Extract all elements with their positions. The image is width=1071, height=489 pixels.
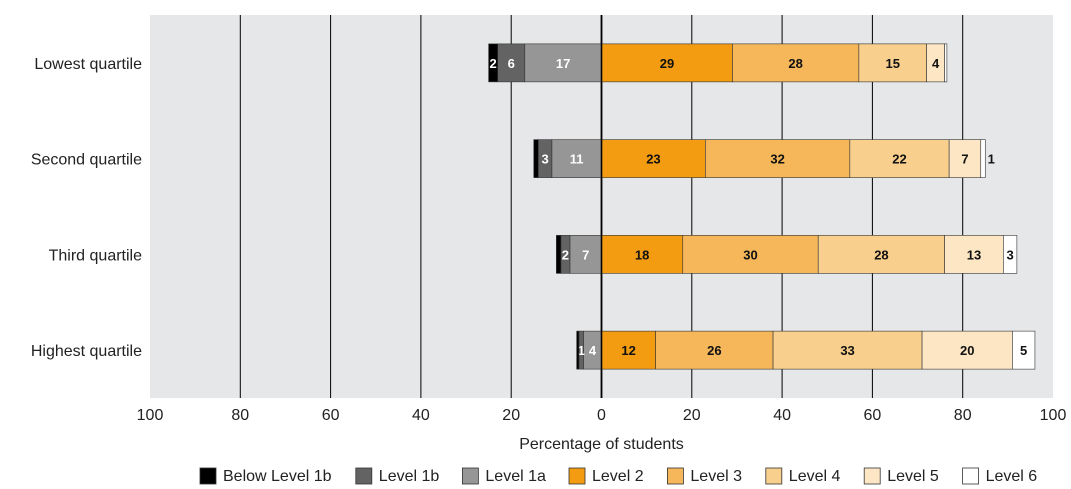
legend-label: Level 1b [379, 468, 440, 485]
data-label: 7 [961, 152, 968, 167]
bar-segment [556, 235, 562, 274]
legend-swatch [461, 467, 479, 485]
x-tick-label: 20 [683, 407, 701, 424]
legend-swatch [667, 467, 684, 485]
x-tick-label: 80 [954, 407, 972, 424]
bar-segment [569, 235, 602, 274]
data-label: 2 [562, 247, 569, 262]
data-label: 23 [646, 152, 660, 167]
data-label: 28 [788, 56, 802, 71]
x-axis-title: Percentage of students [519, 436, 684, 453]
legend-item: Below Level 1b [199, 467, 332, 485]
data-label: 32 [770, 152, 784, 167]
category-label: Highest quartile [31, 343, 142, 360]
bar-segment [601, 139, 706, 178]
bar-segment [980, 139, 986, 178]
data-label: 18 [635, 247, 649, 262]
data-label: 33 [840, 343, 854, 358]
data-label: 1 [578, 343, 585, 358]
legend-label: Below Level 1b [223, 468, 332, 485]
bar-segment [533, 139, 539, 178]
data-label: 4 [589, 343, 597, 358]
bar-segment [948, 139, 982, 178]
bar-segment [655, 330, 774, 370]
data-label: 3 [541, 152, 548, 167]
bar-segment [817, 235, 945, 274]
data-label: 28 [874, 247, 888, 262]
x-tick-label: 60 [322, 407, 340, 424]
x-tick-label: 40 [412, 407, 430, 424]
category-label: Lowest quartile [34, 56, 142, 73]
bar-segment [497, 43, 526, 83]
bar-segment [601, 43, 733, 83]
data-label: 7 [582, 247, 589, 262]
data-label: 6 [508, 56, 515, 71]
category-label: Third quartile [49, 247, 142, 264]
data-label: 26 [707, 343, 721, 358]
legend-swatch [568, 467, 586, 485]
data-label: 17 [556, 56, 570, 71]
x-tick-label: 80 [231, 407, 249, 424]
data-label: 30 [743, 247, 757, 262]
x-tick-label: 20 [502, 407, 520, 424]
x-tick-label: 100 [137, 407, 164, 424]
bar-segment [732, 43, 860, 83]
legend-label: Level 4 [789, 468, 841, 485]
x-tick-label: 0 [597, 407, 606, 424]
legend-label: Level 6 [986, 468, 1038, 485]
legend-item: Level 4 [765, 467, 841, 485]
data-label: 5 [1020, 343, 1027, 358]
bar-segment [488, 43, 498, 83]
bar-segment [849, 139, 950, 178]
category-labels: Lowest quartile Second quartile Third quar… [31, 56, 142, 360]
bar-segment [576, 330, 580, 370]
data-label: 1 [988, 152, 995, 167]
bar-segment [1003, 235, 1018, 274]
legend-label: Level 1a [485, 468, 546, 485]
bar-segment [682, 235, 819, 274]
data-label: 13 [967, 247, 981, 262]
data-label: 20 [960, 343, 974, 358]
x-axis-ticks: 100 80 60 40 20 0 20 40 60 80 100 [137, 407, 1067, 424]
legend-item: Level 5 [863, 467, 939, 485]
legend-item: Level 1b [355, 467, 440, 485]
data-label: 4 [932, 56, 940, 71]
legend-item: Level 1a [461, 467, 546, 485]
bar-segment [944, 43, 948, 83]
legend-swatch [765, 467, 783, 485]
legend-swatch [355, 467, 373, 485]
x-tick-label: 60 [864, 407, 882, 424]
x-tick-label: 100 [1040, 407, 1067, 424]
bar-segment [858, 43, 927, 83]
data-label: 29 [660, 56, 674, 71]
bar-segment [772, 330, 923, 370]
data-label: 12 [621, 343, 635, 358]
legend-label: Level 3 [690, 468, 742, 485]
legend-label: Level 5 [887, 468, 939, 485]
data-label: 22 [892, 152, 906, 167]
bar-segment [551, 139, 602, 178]
legend-swatch [199, 467, 217, 485]
legend-item: Level 3 [667, 467, 742, 485]
data-label: 3 [1006, 247, 1013, 262]
bar-segment [1012, 330, 1036, 370]
legend-item: Level 2 [568, 467, 644, 485]
legend-swatch [962, 467, 979, 485]
data-label: 11 [570, 152, 584, 167]
legend-swatch [863, 467, 881, 485]
data-label: 2 [490, 56, 497, 71]
bar-segment [921, 330, 1013, 370]
bar-segment [944, 235, 1004, 274]
bar-segment [524, 43, 602, 83]
legend: Below Level 1b Level 1b Level 1a Level 2 Lev… [199, 467, 1038, 485]
category-label: Second quartile [31, 152, 142, 169]
x-tick-label: 40 [773, 407, 791, 424]
legend-item: Level 6 [962, 467, 1038, 485]
data-label: 15 [885, 56, 899, 71]
legend-label: Level 2 [592, 468, 644, 485]
